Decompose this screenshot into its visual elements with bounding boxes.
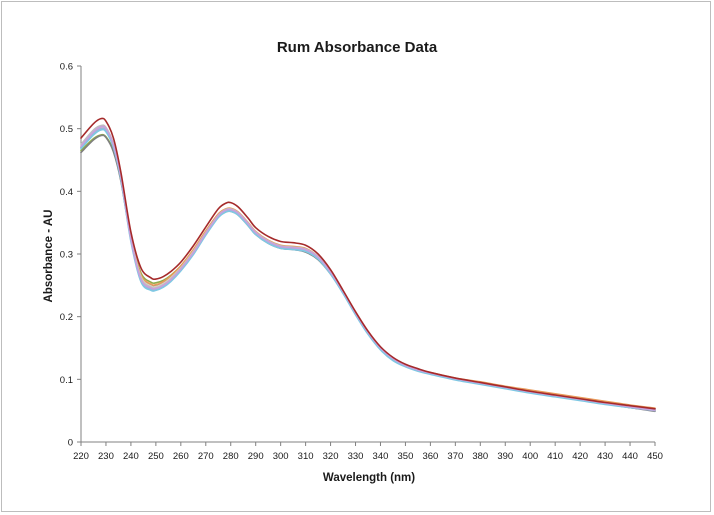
series-line-4: [80, 127, 656, 409]
x-axis-label: Wavelength (nm): [323, 472, 415, 484]
chart-title: Rum Absorbance Data: [277, 39, 438, 56]
x-tick-label: 230: [98, 451, 114, 462]
x-tick-label: 430: [597, 451, 613, 462]
x-tick-label: 420: [572, 451, 588, 462]
series-line-7: [80, 127, 656, 412]
series-line-3: [80, 134, 656, 413]
y-tick-label: 0.2: [60, 312, 73, 323]
y-tick-label: 0.5: [60, 124, 73, 135]
x-tick-label: 330: [348, 451, 364, 462]
y-tick-label: 0: [68, 438, 73, 449]
y-axis-label: Absorbance - AU: [43, 210, 55, 303]
series-line-6: [80, 124, 656, 411]
y-tick-label: 0.1: [60, 375, 73, 386]
x-tick-label: 270: [198, 451, 214, 462]
y-tick-label: 0.6: [60, 62, 73, 73]
x-tick-label: 390: [497, 451, 513, 462]
series-line-5: [80, 126, 656, 411]
series-line-1: [80, 117, 656, 410]
series-line-9: [80, 125, 656, 411]
y-axis-ticks: 0 0.1 0.2 0.3 0.4 0.5 0.6: [60, 62, 81, 449]
y-tick-label: 0.3: [60, 250, 73, 261]
series-line-8: [80, 128, 656, 411]
series-line-2: [80, 133, 656, 412]
x-tick-label: 320: [323, 451, 339, 462]
x-tick-label: 290: [248, 451, 264, 462]
x-tick-label: 240: [123, 451, 139, 462]
x-tick-label: 350: [398, 451, 414, 462]
x-tick-label: 260: [173, 451, 189, 462]
x-tick-label: 300: [273, 451, 289, 462]
x-tick-label: 220: [73, 451, 89, 462]
x-tick-label: 310: [298, 451, 314, 462]
x-tick-label: 410: [547, 451, 563, 462]
y-tick-label: 0.4: [60, 187, 73, 198]
x-tick-label: 280: [223, 451, 239, 462]
x-tick-label: 360: [422, 451, 438, 462]
x-tick-label: 340: [373, 451, 389, 462]
x-tick-label: 250: [148, 451, 164, 462]
x-tick-label: 400: [522, 451, 538, 462]
x-axis-ticks: 220 230 240 250 260 270 280 290 300 310 320 330 340 3…: [73, 442, 663, 462]
x-tick-label: 380: [472, 451, 488, 462]
x-tick-label: 450: [647, 451, 663, 462]
x-tick-label: 370: [447, 451, 463, 462]
x-tick-label: 440: [622, 451, 638, 462]
series-lines: [80, 117, 656, 413]
